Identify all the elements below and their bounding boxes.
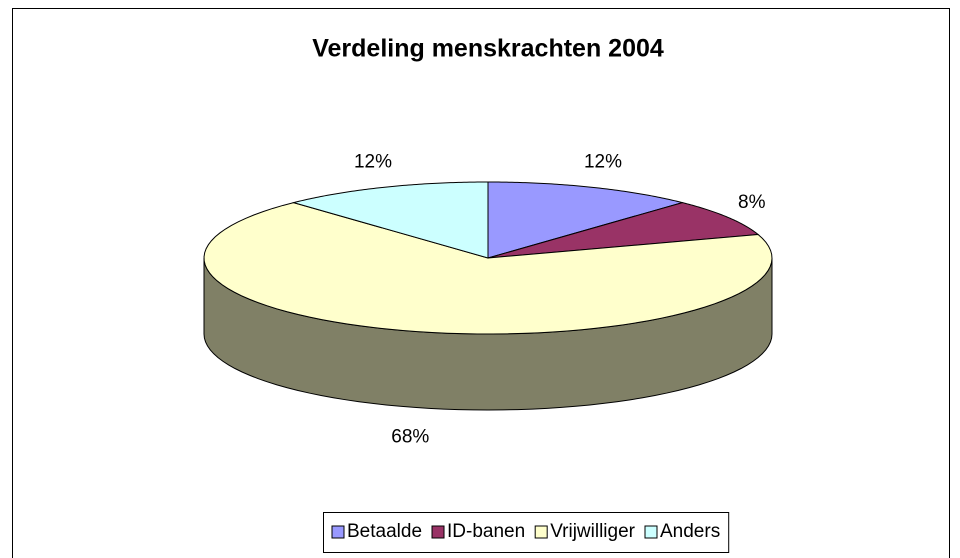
data-label: 12% — [584, 152, 622, 173]
legend-label: Betaalde — [347, 521, 422, 542]
legend-swatch — [644, 525, 658, 539]
legend-label: Anders — [660, 521, 720, 542]
legend-label: ID-banen — [447, 521, 525, 542]
slice — [203, 202, 773, 335]
data-label: 8% — [738, 192, 766, 213]
legend-label: Vrijwilliger — [550, 521, 635, 542]
slice — [291, 181, 489, 259]
legend-swatch — [534, 525, 548, 539]
chart-title: Verdeling menskrachten 2004 — [312, 35, 664, 63]
legend — [323, 512, 730, 553]
data-label: 68% — [391, 427, 429, 448]
legend-swatch — [331, 525, 345, 539]
data-label: 12% — [354, 152, 392, 173]
legend-swatch — [431, 525, 445, 539]
slice — [487, 181, 685, 259]
slice — [487, 202, 760, 259]
